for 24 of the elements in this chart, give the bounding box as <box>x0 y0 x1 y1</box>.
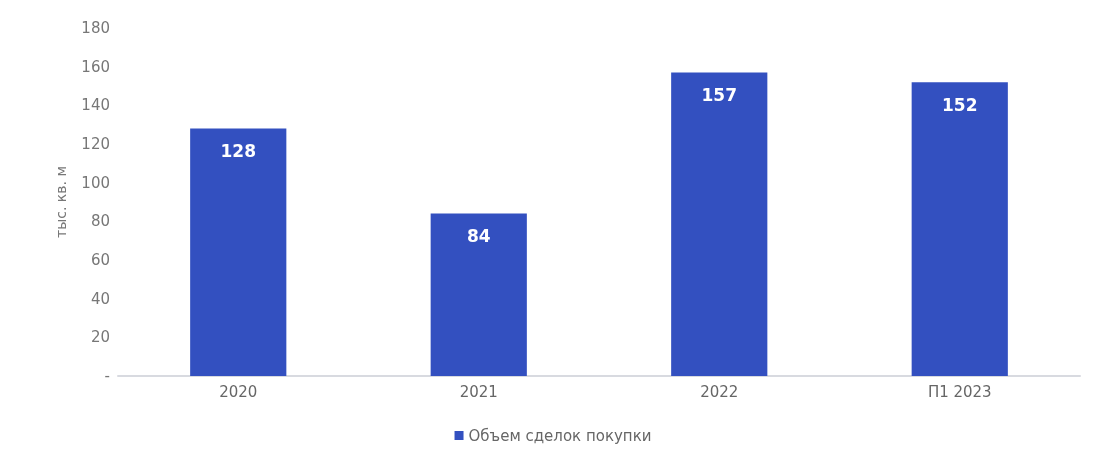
y-tick-label: 60 <box>90 251 110 269</box>
y-tick-label: 80 <box>90 212 110 231</box>
bar <box>190 128 287 376</box>
bar <box>430 213 527 376</box>
x-tick-label: 2022 <box>700 382 739 401</box>
y-tick-label: 100 <box>81 173 110 192</box>
data-label: 128 <box>220 141 256 162</box>
x-tick-label: 2020 <box>219 382 258 401</box>
y-axis-title: тыс. кв. м <box>53 166 69 238</box>
data-label: 157 <box>701 84 737 105</box>
data-label: 84 <box>466 226 491 247</box>
y-tick-label: 180 <box>81 19 110 37</box>
y-tick-label: 20 <box>90 328 110 347</box>
data-label: 152 <box>942 94 978 115</box>
y-tick-label: 120 <box>81 135 110 153</box>
y-tick-label: 40 <box>90 289 110 308</box>
y-tick-label: 160 <box>81 57 110 76</box>
y-tick-label: 140 <box>81 96 110 115</box>
x-tick-label: 2021 <box>459 382 498 401</box>
x-tick-label: П1 2023 <box>927 382 992 401</box>
legend-label: Объем сделок покупки <box>468 426 652 445</box>
y-tick-label: - <box>104 367 110 385</box>
bar <box>911 82 1008 376</box>
bar <box>671 72 768 376</box>
